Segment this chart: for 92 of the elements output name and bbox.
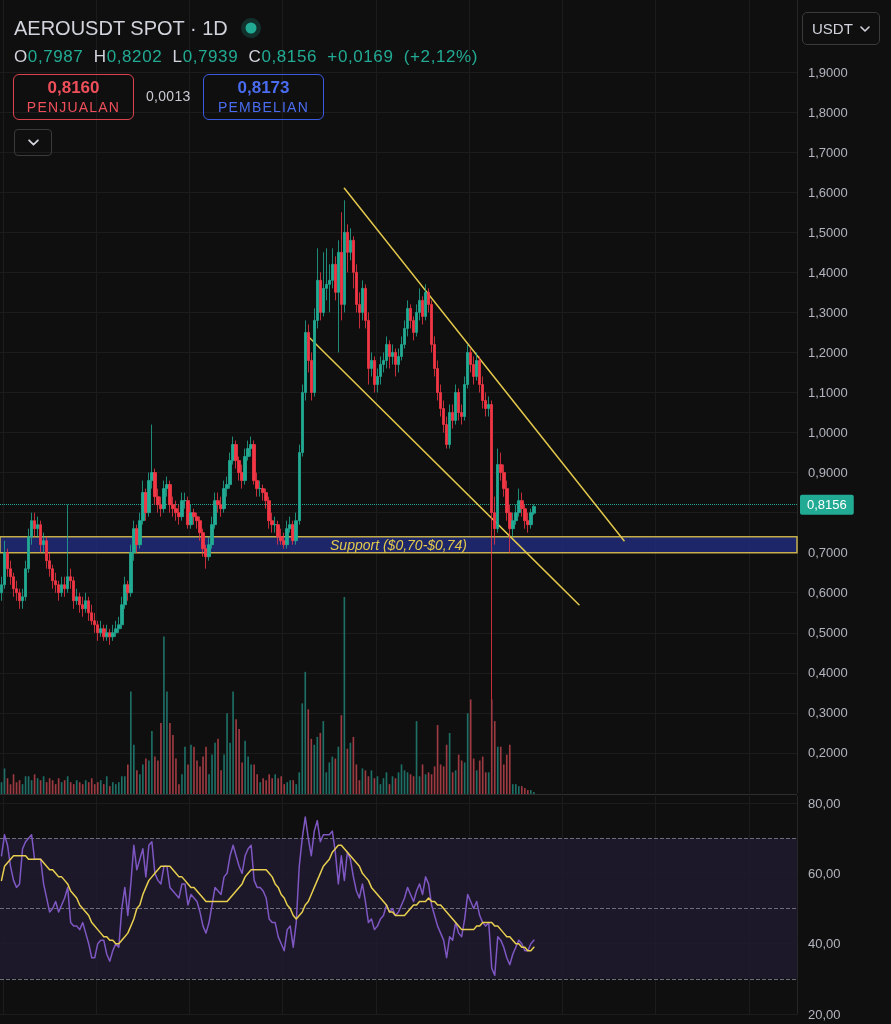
candlestick [424,283,427,321]
candlestick [394,348,397,377]
y-tick-label: 40,00 [808,936,841,952]
candlestick [322,251,325,317]
candlestick [36,516,39,538]
y-tick-label: 1,9000 [808,64,848,80]
candlestick [529,508,533,530]
candlestick [108,628,112,646]
text: AEROUSDT SPOT · 1D [14,16,228,40]
y-tick-label: 0,9000 [808,465,848,481]
candlestick [192,508,196,526]
y-tick-label: 1,7000 [808,144,848,160]
candlestick [346,223,349,273]
candlestick [276,520,280,546]
candlestick [135,524,139,554]
y-tick-label: 1,4000 [808,264,848,280]
candlestick [454,384,457,425]
annotation: 0,0013 [146,88,191,105]
currency-dropdown: USDT [802,12,880,45]
sell-button: 0,8160 PENJUALAN [13,74,134,120]
y-tick-label: 1,5000 [808,224,848,240]
y-tick-label: 0,4000 [808,665,848,681]
candlestick [285,520,289,550]
buy-button: 0,8173 PEMBELIAN [203,74,324,120]
y-tick-label: 0,6000 [808,585,848,601]
candlestick [87,596,90,622]
candlestick [370,352,373,377]
line-series [0,844,535,952]
candlestick [219,496,223,518]
candlestick [174,500,178,522]
y-tick-label: 1,2000 [808,344,848,360]
candlestick [249,436,253,457]
annotation: PENJUALAN [26,98,121,116]
candlestick [102,624,106,642]
y-tick-label: 0,3000 [808,705,848,721]
candlestick [111,624,115,642]
candlestick [457,388,460,421]
candlestick [282,532,286,550]
candlestick [33,512,36,538]
candlestick [373,356,376,393]
y-tick-label: 0,5000 [808,625,848,641]
candlestick [114,620,118,638]
y-tick-label: 1,0000 [808,425,848,441]
annotation: 0,8173 [237,78,290,98]
candlestick [421,295,424,325]
candlestick [388,340,391,369]
candlestick [168,480,172,514]
candlestick [42,532,45,554]
candlestick [319,271,322,321]
annotation: 0,8160 [47,78,100,98]
candlestick [60,576,63,598]
candlestick [39,520,42,554]
candlestick [334,255,337,301]
ref-line-label: 0,8156 [807,497,847,513]
candlestick [385,336,388,369]
candlestick [340,211,343,321]
candlestick [186,496,190,530]
y-tick-label: 1,1000 [808,384,848,400]
band-label: Support ($0,70-$0,74) [330,536,467,553]
candlestick [337,239,340,353]
candlestick [78,592,81,614]
annotation: PEMBELIAN [218,98,309,116]
y-tick-label: 60,00 [808,865,841,881]
candlestick [126,580,130,602]
y-tick-label: 20,00 [808,1006,841,1022]
candlestick [63,576,66,598]
candlestick [349,227,352,261]
y-tick-label: 0,7000 [808,545,848,561]
candlestick [84,592,87,614]
y-tick-label: 1,6000 [808,184,848,200]
text: O0,7987 H0,8202 L0,7939 C0,8156 +0,0169 (+2,12%) [14,47,479,66]
candlestick [105,624,109,642]
candlestick [75,588,78,606]
candlestick [487,396,490,417]
y-tick-label: 1,3000 [808,304,848,320]
candlestick [81,596,84,618]
candlestick [99,620,103,638]
candlestick [66,504,69,594]
candlestick [343,199,346,313]
y-tick-label: 80,00 [808,795,841,811]
y-tick-label: 1,8000 [808,104,848,120]
candlestick [451,404,454,429]
candlestick [273,516,277,534]
candlestick [475,352,478,381]
candlestick [361,279,364,321]
candlestick [391,344,394,365]
line-series [0,816,535,977]
candlestick [258,480,262,498]
candlestick [177,504,181,526]
candlestick [448,404,451,449]
y-tick-label: 0,2000 [808,745,848,761]
candlestick [216,492,220,514]
